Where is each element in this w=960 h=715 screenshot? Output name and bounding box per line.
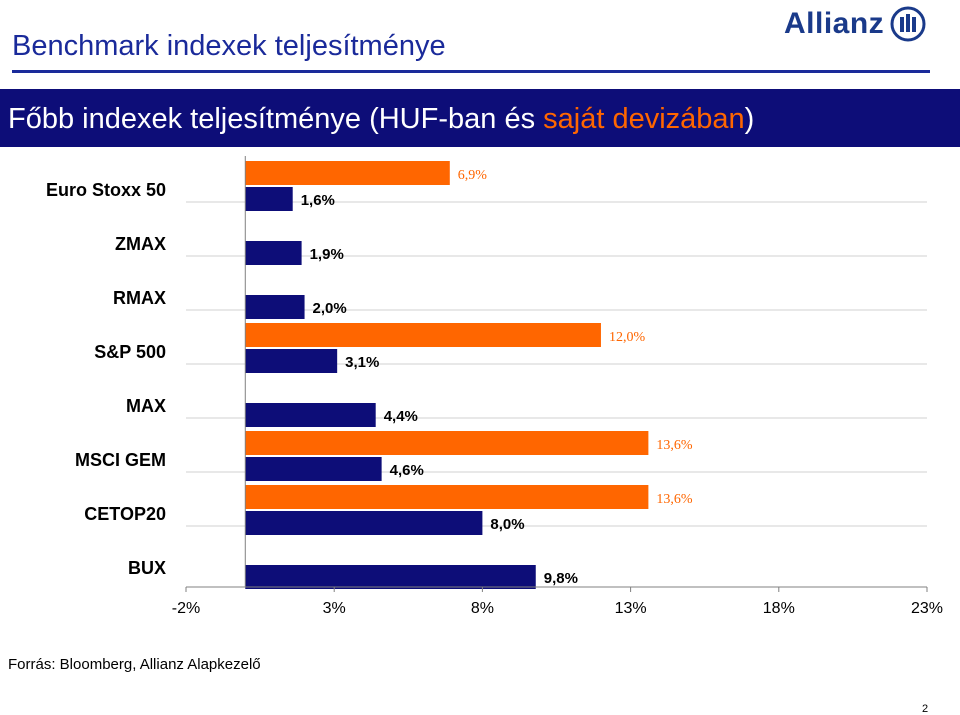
logo-text: Allianz: [784, 7, 885, 40]
bar-navy: [245, 295, 305, 319]
data-label: 6,9%: [458, 168, 488, 183]
subtitle-accent: saját devizában: [543, 103, 745, 135]
bar-chart: Euro Stoxx 50 6,9% 1,6% ZMAX 1,9% RMAX 2,0% S&P…: [46, 156, 943, 617]
title-divider: [12, 70, 930, 73]
bar-navy: [245, 349, 338, 373]
data-label: 4,6%: [390, 462, 424, 479]
bar-navy: [245, 241, 302, 265]
data-label: 1,6%: [301, 192, 335, 209]
bar-orange: [245, 161, 450, 185]
x-tick-label: 18%: [763, 600, 795, 617]
subtitle-end: ): [744, 103, 755, 135]
bar-navy: [245, 403, 376, 427]
data-label: 13,6%: [656, 438, 693, 453]
bar-navy: [245, 511, 483, 535]
data-label: 12,0%: [609, 330, 646, 345]
page-number: 2: [922, 703, 929, 715]
data-label: 3,1%: [345, 354, 379, 371]
bar-orange: [245, 323, 601, 347]
category-label: Euro Stoxx 50: [46, 180, 166, 200]
subtitle: Főbb indexek teljesítménye (HUF-ban és s…: [8, 103, 754, 136]
page-title: Benchmark indexek teljesítménye: [12, 30, 446, 62]
x-tick-label: 3%: [323, 600, 346, 617]
x-tick-label: 13%: [615, 600, 647, 617]
x-tick-label: 8%: [471, 600, 494, 617]
x-tick-label: -2%: [172, 600, 200, 617]
category-label: S&P 500: [94, 342, 166, 362]
subtitle-main: Főbb indexek teljesítménye (HUF-ban és: [8, 103, 544, 135]
category-label: CETOP20: [84, 504, 166, 524]
allianz-logo: Allianz: [784, 4, 934, 44]
bar-navy: [245, 565, 536, 589]
category-label: MAX: [126, 396, 166, 416]
data-label: 13,6%: [656, 492, 693, 507]
data-label: 9,8%: [544, 570, 578, 587]
source-note: Forrás: Bloomberg, Allianz Alapkezelő: [8, 656, 261, 673]
category-label: BUX: [128, 558, 166, 578]
data-label: 4,4%: [384, 408, 418, 425]
bar-navy: [245, 187, 293, 211]
x-tick-label: 23%: [911, 600, 943, 617]
subtitle-band: [0, 89, 960, 147]
bar-navy: [245, 457, 382, 481]
data-label: 2,0%: [313, 300, 347, 317]
data-label: 1,9%: [310, 246, 344, 263]
allianz-eagle-icon: [890, 6, 926, 42]
bar-orange: [245, 431, 649, 455]
data-label: 8,0%: [490, 516, 524, 533]
bar-orange: [245, 485, 649, 509]
category-label: ZMAX: [115, 234, 166, 254]
category-label: MSCI GEM: [75, 450, 166, 470]
category-label: RMAX: [113, 288, 166, 308]
